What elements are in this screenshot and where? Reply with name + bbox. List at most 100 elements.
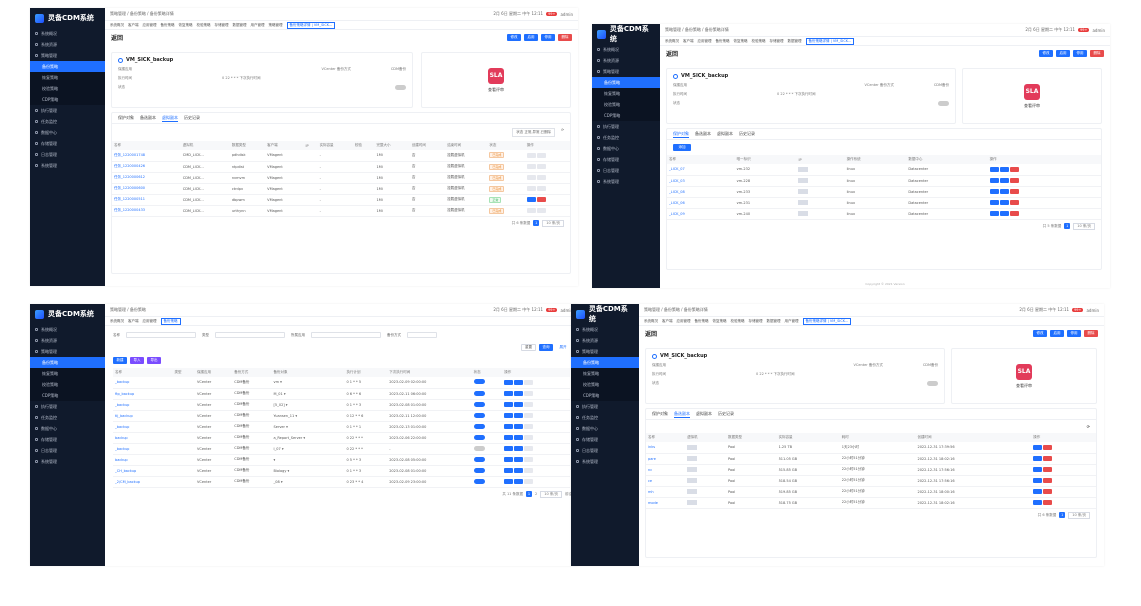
edit-button[interactable]: 修改 bbox=[507, 33, 521, 41]
tab[interactable]: 数据管理 bbox=[232, 22, 247, 27]
status-toggle[interactable] bbox=[473, 423, 485, 429]
policy-name-link[interactable]: _backup bbox=[113, 443, 173, 455]
restore-button[interactable] bbox=[1033, 456, 1043, 461]
object-cell[interactable]: Server ▾ bbox=[271, 421, 345, 433]
tab[interactable]: 客户端 bbox=[683, 38, 694, 43]
edit-button[interactable] bbox=[504, 402, 514, 407]
nav-item-backup-policy[interactable]: 备份策略 bbox=[30, 61, 105, 72]
copy-name-link[interactable]: mh bbox=[646, 486, 686, 498]
unmount-button[interactable] bbox=[536, 175, 546, 180]
status-toggle[interactable] bbox=[473, 456, 485, 462]
import-button[interactable]: 导入 bbox=[130, 357, 144, 364]
delete-button[interactable] bbox=[1043, 489, 1053, 494]
nav-item[interactable]: 日志管理 bbox=[30, 445, 105, 456]
status-toggle[interactable] bbox=[395, 85, 406, 90]
tab[interactable]: 客户端 bbox=[662, 318, 673, 323]
run-button[interactable] bbox=[514, 413, 524, 418]
copy-name-link[interactable]: 任务_1220000426 bbox=[112, 161, 181, 173]
user-name[interactable]: admin bbox=[1086, 307, 1099, 313]
vm-name-link[interactable]: _LICK_08 bbox=[667, 186, 735, 198]
name-filter-input[interactable] bbox=[126, 332, 196, 338]
tab-copies[interactable]: 备选副本 bbox=[695, 131, 711, 136]
status-filter[interactable]: 状态 正常,异常,已删除 bbox=[512, 128, 556, 137]
nav-item[interactable]: 日志管理 bbox=[571, 445, 639, 456]
edit-button[interactable] bbox=[504, 391, 514, 396]
enable-button[interactable]: 启用 bbox=[524, 33, 538, 41]
restore-button[interactable] bbox=[1033, 478, 1043, 483]
run-button[interactable] bbox=[514, 479, 524, 484]
remove-button[interactable] bbox=[1009, 200, 1019, 205]
object-cell[interactable]: _08 ▾ bbox=[271, 476, 345, 488]
policy-name-link[interactable]: backup bbox=[113, 454, 173, 466]
refresh-icon[interactable]: ⟳ bbox=[1086, 424, 1090, 429]
nav-item[interactable]: 系统管理 bbox=[30, 456, 105, 467]
tab[interactable]: 应用管理 bbox=[697, 38, 712, 43]
nav-item[interactable]: 任务监控 bbox=[30, 412, 105, 423]
tab[interactable]: 系统概况 bbox=[665, 38, 679, 43]
tab[interactable]: 应用管理 bbox=[676, 318, 691, 323]
delete-button[interactable] bbox=[1043, 456, 1053, 461]
policy-name-link[interactable]: _backup bbox=[113, 377, 173, 389]
copy-name-link[interactable]: mode bbox=[646, 497, 686, 509]
tab-active[interactable]: 备份策略详情 | VM_SICK... bbox=[802, 317, 852, 325]
tab-active[interactable]: 备份策略 bbox=[160, 317, 181, 325]
nav-item[interactable]: 任务监控 bbox=[571, 412, 639, 423]
delete-button[interactable]: 删除 bbox=[558, 33, 572, 41]
mount-button[interactable] bbox=[526, 208, 536, 213]
edit-button[interactable] bbox=[504, 424, 514, 429]
nav-item[interactable]: 任务监控 bbox=[592, 132, 660, 143]
edit-button[interactable] bbox=[989, 200, 999, 205]
delete-button[interactable]: 删除 bbox=[1090, 49, 1104, 57]
object-cell[interactable]: ▾ bbox=[271, 454, 345, 466]
tab[interactable]: 恢复策略 bbox=[733, 38, 748, 43]
run-button[interactable] bbox=[514, 446, 524, 451]
tab[interactable]: 校验策略 bbox=[730, 318, 745, 323]
more-button[interactable] bbox=[524, 479, 534, 484]
nav-item[interactable]: 执行管理 bbox=[571, 401, 639, 412]
status-toggle[interactable] bbox=[938, 101, 949, 106]
remove-button[interactable] bbox=[1009, 211, 1019, 216]
nav-item-restore-policy[interactable]: 恢复策略 bbox=[30, 72, 105, 83]
nav-item[interactable]: 恢复策略 bbox=[592, 88, 660, 99]
status-toggle[interactable] bbox=[473, 390, 485, 396]
policy-name-link[interactable]: backup bbox=[113, 432, 173, 444]
nav-item-monitor[interactable]: 任务监控 bbox=[30, 116, 105, 127]
status-toggle[interactable] bbox=[927, 381, 938, 386]
tab[interactable]: 系统概况 bbox=[110, 318, 124, 323]
unmount-button[interactable] bbox=[536, 208, 546, 213]
tab-protected[interactable]: 保护对象 bbox=[118, 115, 134, 120]
policy-name-link[interactable]: ftp_backup bbox=[113, 388, 173, 400]
nav-item[interactable]: 数据中心 bbox=[571, 423, 639, 434]
delete-button[interactable] bbox=[1043, 478, 1053, 483]
tab[interactable]: 应用管理 bbox=[142, 318, 157, 323]
user-name[interactable]: admin bbox=[1092, 27, 1105, 33]
nav-item[interactable]: 策略管理 bbox=[30, 346, 105, 357]
tab[interactable]: 用户管理 bbox=[784, 318, 799, 323]
nav-item[interactable]: 存储管理 bbox=[571, 434, 639, 445]
reset-button[interactable]: 重置 bbox=[521, 344, 536, 351]
edit-button[interactable] bbox=[989, 178, 999, 183]
tab[interactable]: 存储管理 bbox=[769, 38, 784, 43]
copy-name-link[interactable]: 任务_1220000600 bbox=[112, 183, 181, 195]
nav-item-system[interactable]: 系统管理 bbox=[30, 160, 105, 171]
detail-button[interactable] bbox=[999, 166, 1009, 172]
nav-item-resources[interactable]: 系统资源 bbox=[30, 39, 105, 50]
tab[interactable]: 恢复策略 bbox=[712, 318, 727, 323]
notification-badge[interactable]: 99+ bbox=[1078, 28, 1090, 32]
nav-item[interactable]: 系统管理 bbox=[592, 176, 660, 187]
tab[interactable]: 客户端 bbox=[128, 22, 139, 27]
add-button[interactable]: 添加 bbox=[673, 144, 691, 151]
run-button[interactable] bbox=[514, 468, 524, 473]
nav-item[interactable]: 备份策略 bbox=[571, 357, 639, 368]
tab-protected[interactable]: 保护对象 bbox=[673, 130, 689, 138]
object-cell[interactable]: Biology ▾ bbox=[271, 465, 345, 477]
policy-name-link[interactable]: _backup bbox=[113, 399, 173, 411]
detail-button[interactable] bbox=[999, 211, 1009, 216]
tab-virtual-copies[interactable]: 虚拟副本 bbox=[717, 131, 733, 136]
expand-link[interactable]: 展开 bbox=[556, 344, 570, 351]
object-cell[interactable]: I_07 ▾ bbox=[271, 443, 345, 455]
tab[interactable]: 备份策略 bbox=[694, 318, 709, 323]
tab[interactable]: 应用管理 bbox=[142, 22, 157, 27]
copy-name-link[interactable]: ce bbox=[646, 475, 686, 487]
more-button[interactable] bbox=[524, 446, 534, 451]
